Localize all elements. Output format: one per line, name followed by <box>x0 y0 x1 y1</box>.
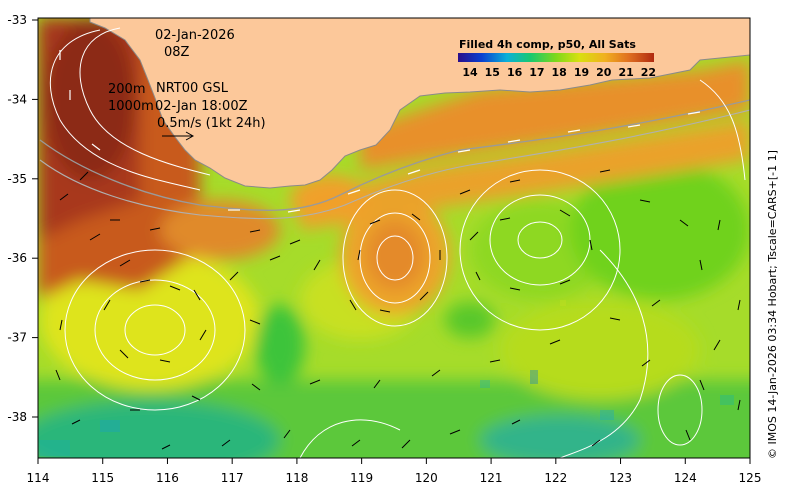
y-tick-label: -34 <box>7 92 27 106</box>
y-tick-label: -35 <box>7 172 27 186</box>
y-tick-label: -36 <box>7 251 27 265</box>
colorbar-label: 22 <box>641 66 656 79</box>
y-tick-label: -37 <box>7 331 27 345</box>
colorbar: 14 15 16 17 18 19 20 21 22 <box>458 53 656 79</box>
isobath-200m <box>39 99 750 211</box>
vector-scale-label: 0.5m/s (1kt 24h) <box>157 116 266 131</box>
x-tick-label: 120 <box>415 471 438 485</box>
isobath-label-1000m: 1000m <box>108 99 154 114</box>
colorbar-label: 16 <box>507 66 523 79</box>
y-axis: -33 -34 -35 -36 -37 -38 <box>7 13 38 424</box>
x-tick-label: 119 <box>350 471 373 485</box>
isobath-label-200m: 200m <box>108 82 146 97</box>
colorbar-label: 17 <box>529 66 544 79</box>
credit-text: © IMOS 14-Jan-2026 03:34 Hobart; Tscale=… <box>766 150 779 459</box>
x-tick-label: 118 <box>285 471 308 485</box>
altimetry-time: 02-Jan 18:00Z <box>155 99 248 114</box>
isobath-1000m <box>39 109 750 220</box>
x-axis: 114 115 116 117 118 119 120 121 122 123 124 125 <box>27 458 762 485</box>
current-vectors <box>55 169 741 450</box>
x-tick-label: 114 <box>27 471 50 485</box>
product-time: 08Z <box>164 45 190 60</box>
x-tick-label: 123 <box>609 471 632 485</box>
x-tick-label: 117 <box>221 471 244 485</box>
ssh-contours <box>49 27 746 458</box>
x-tick-label: 116 <box>156 471 179 485</box>
colorbar-label: 19 <box>574 66 589 79</box>
altimetry-label: NRT00 GSL <box>156 81 228 96</box>
scale-arrow <box>162 131 195 141</box>
y-tick-label: -38 <box>7 410 27 424</box>
sst-field <box>38 18 750 458</box>
plot-frame <box>37 17 751 459</box>
pixel-texture <box>40 300 734 456</box>
y-tick-label: -33 <box>7 13 27 27</box>
colorbar-label: 21 <box>618 66 633 79</box>
x-tick-label: 124 <box>674 471 697 485</box>
colorbar-swatch <box>458 53 654 62</box>
x-tick-label: 115 <box>91 471 114 485</box>
colorbar-label: 20 <box>596 66 612 79</box>
colorbar-label: 18 <box>552 66 567 79</box>
x-tick-label: 122 <box>544 471 567 485</box>
colorbar-label: 14 <box>462 66 478 79</box>
x-tick-label: 125 <box>739 471 762 485</box>
product-date: 02-Jan-2026 <box>155 28 235 43</box>
x-tick-label: 121 <box>480 471 503 485</box>
inshore-current-vectors <box>59 50 701 213</box>
colorbar-label: 15 <box>485 66 500 79</box>
colorbar-title: Filled 4h comp, p50, All Sats <box>459 38 636 51</box>
